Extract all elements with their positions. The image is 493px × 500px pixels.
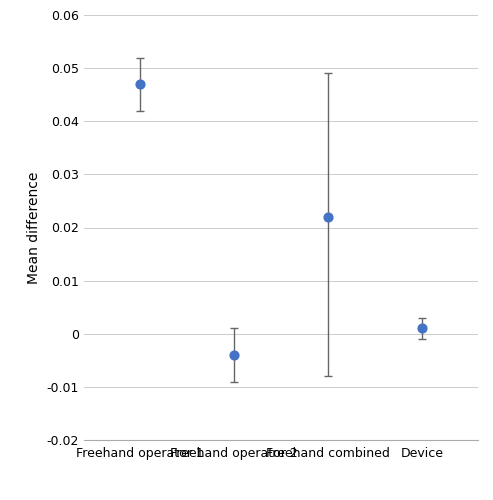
- Point: [136, 80, 144, 88]
- Point: [324, 213, 332, 221]
- Point: [418, 324, 426, 332]
- Point: [230, 351, 238, 359]
- Y-axis label: Mean difference: Mean difference: [27, 172, 41, 283]
